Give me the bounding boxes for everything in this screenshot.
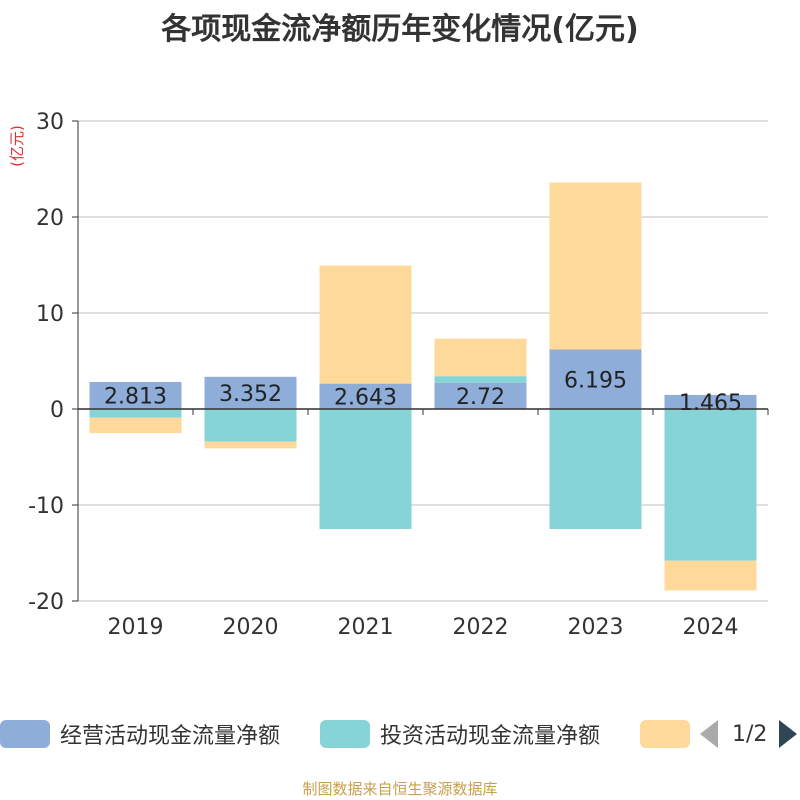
legend-item-financing[interactable] [640, 716, 700, 752]
bar-2019-series0 [89, 381, 182, 409]
legend-swatch-operating [0, 720, 50, 748]
x-tick-label: 2024 [683, 615, 739, 640]
prev-page-icon[interactable] [700, 720, 718, 748]
legend-page-indicator: 1/2 [732, 721, 768, 747]
bar-2023-series1 [549, 409, 642, 529]
x-tick-label: 2022 [453, 615, 509, 640]
bar-2022-series1 [434, 376, 527, 383]
bar-2020-series0 [204, 376, 297, 409]
bar-2021-series1 [319, 409, 412, 529]
bar-2024-series0 [664, 394, 757, 409]
bar-2022-series2 [434, 338, 527, 377]
data-label: 3.352 [219, 382, 282, 407]
y-tick-label: -20 [28, 590, 64, 615]
x-tick-label: 2021 [338, 615, 394, 640]
bar-2024-series1 [664, 409, 757, 561]
bar-2024-series2 [664, 560, 757, 591]
legend-swatch-investing [320, 720, 370, 748]
data-label: 1.465 [679, 391, 742, 416]
bar-chart: -20 -10 0 10 20 30 (亿元) 2.813 3.352 2.643 2.72 6.19… [8, 110, 769, 640]
x-tick-label: 2020 [223, 615, 279, 640]
next-page-icon[interactable] [779, 720, 798, 748]
y-tick-label: -10 [28, 494, 64, 519]
x-tick-label: 2023 [568, 615, 624, 640]
bar-2022-series0 [434, 382, 527, 409]
y-tick-label: 10 [36, 302, 64, 327]
data-label: 6.195 [564, 368, 627, 393]
bar-2021-series2 [319, 265, 412, 384]
legend: 经营活动现金流量净额 投资活动现金流量净额 1/2 [0, 716, 800, 756]
y-axis-label: (亿元) [8, 125, 26, 167]
bar-2023-series2 [549, 182, 642, 350]
legend-item-investing[interactable]: 投资活动现金流量净额 [320, 716, 600, 752]
y-tick-label: 20 [36, 206, 64, 231]
legend-pager: 1/2 [700, 716, 798, 752]
y-tick-label: 30 [36, 110, 64, 135]
legend-item-operating[interactable]: 经营活动现金流量净额 [0, 716, 280, 752]
data-label: 2.643 [334, 385, 397, 410]
bar-2020-series1 [204, 409, 297, 442]
bar-2020-series2 [204, 441, 297, 449]
bar-2019-series2 [89, 417, 182, 433]
source-note: 制图数据来自恒生聚源数据库 [302, 780, 498, 798]
x-tick-label: 2019 [108, 615, 164, 640]
legend-label-investing: 投资活动现金流量净额 [380, 724, 601, 749]
y-tick-label: 0 [50, 398, 64, 423]
data-label: 2.813 [104, 384, 167, 409]
bar-2021-series0 [319, 383, 412, 409]
bar-2023-series0 [549, 349, 642, 409]
bar-2019-series1 [89, 409, 182, 418]
data-label: 2.72 [456, 385, 505, 410]
legend-label-operating: 经营活动现金流量净额 [60, 724, 281, 749]
legend-swatch-financing [640, 720, 690, 748]
chart-title: 各项现金流净额历年变化情况(亿元) [161, 12, 639, 47]
